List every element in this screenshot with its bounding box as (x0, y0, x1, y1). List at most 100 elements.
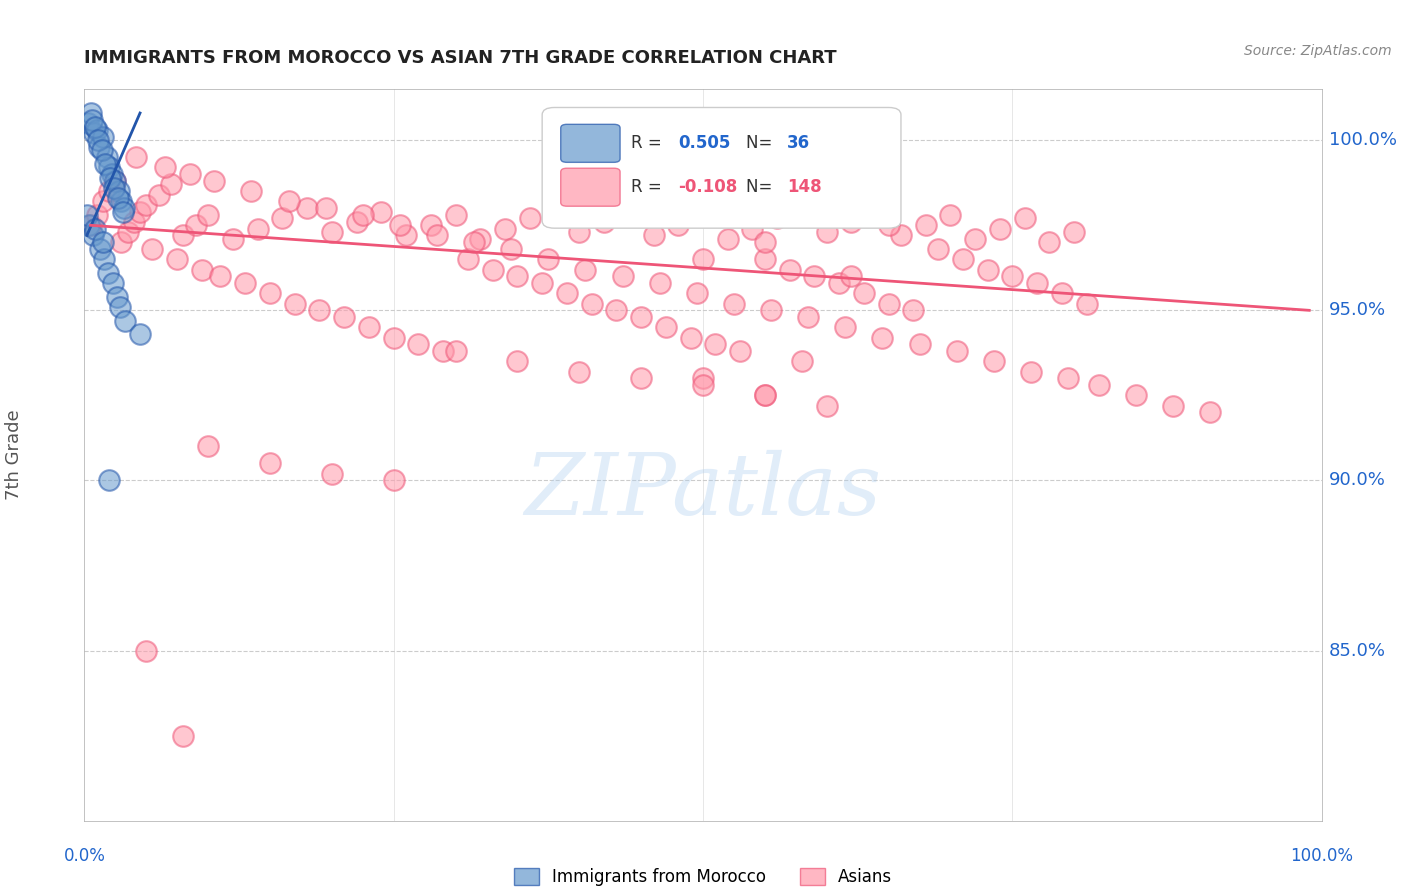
Point (259, 286, 281, 301)
Point (976, 262, 998, 277)
Point (277, 194, 299, 209)
Point (284, 296, 307, 310)
Point (98, 170, 121, 185)
Point (852, 286, 875, 301)
Point (630, 371, 652, 385)
Point (457, 252, 479, 267)
Point (815, 225, 838, 239)
Point (593, 215, 616, 229)
Point (1076, 296, 1098, 310)
Point (543, 201, 565, 215)
Point (914, 219, 936, 233)
Point (754, 388, 776, 402)
Point (90, 144, 112, 158)
Point (84, 221, 107, 235)
Point (79, 219, 101, 233)
Point (110, 300, 132, 314)
Text: 7th Grade: 7th Grade (6, 409, 22, 500)
Point (222, 232, 245, 246)
Point (704, 337, 727, 351)
Point (666, 219, 689, 233)
Point (233, 276, 256, 290)
Point (333, 310, 356, 325)
Point (82, 228, 104, 243)
Point (841, 269, 863, 284)
Point (877, 219, 900, 233)
Point (630, 310, 652, 325)
Point (692, 208, 714, 222)
Point (315, 201, 337, 215)
Point (382, 330, 405, 344)
Text: 0.505: 0.505 (678, 135, 731, 153)
Point (80, 112, 103, 127)
Point (988, 221, 1011, 235)
Point (574, 262, 596, 277)
Point (86, 123, 108, 137)
Point (723, 296, 745, 310)
Point (828, 276, 851, 290)
Point (1026, 276, 1049, 290)
Point (77, 116, 100, 130)
Point (79, 106, 101, 120)
Point (568, 365, 591, 379)
Point (419, 219, 441, 233)
Point (463, 235, 485, 250)
Point (983, 354, 1005, 368)
Point (179, 167, 201, 181)
Point (766, 211, 789, 226)
Point (555, 286, 578, 301)
Point (1050, 286, 1073, 301)
Point (107, 191, 129, 205)
Point (89, 242, 111, 256)
Point (246, 221, 269, 235)
Point (890, 228, 912, 243)
Point (104, 174, 127, 188)
Point (908, 337, 931, 351)
Text: 95.0%: 95.0% (1329, 301, 1386, 319)
Point (790, 201, 813, 215)
Point (872, 330, 894, 344)
FancyBboxPatch shape (561, 169, 620, 206)
Point (426, 228, 449, 243)
Point (346, 215, 368, 229)
Point (537, 252, 560, 267)
Point (295, 201, 318, 215)
Point (209, 269, 232, 284)
Text: Source: ZipAtlas.com: Source: ZipAtlas.com (1244, 44, 1392, 58)
Point (86, 208, 108, 222)
Point (692, 371, 714, 385)
Point (717, 232, 740, 246)
Text: 90.0%: 90.0% (1329, 472, 1385, 490)
Point (197, 439, 219, 453)
Point (927, 242, 949, 256)
Point (97, 266, 120, 280)
Text: -0.108: -0.108 (678, 178, 738, 196)
Text: R =: R = (631, 178, 668, 196)
Point (84, 120, 107, 134)
Point (103, 181, 125, 195)
Point (135, 198, 157, 212)
Point (172, 228, 194, 243)
Text: 0.0%: 0.0% (63, 847, 105, 865)
Point (790, 354, 813, 368)
Point (834, 320, 856, 334)
Point (321, 467, 343, 481)
Point (91, 235, 114, 250)
Point (692, 252, 714, 267)
FancyBboxPatch shape (543, 108, 901, 228)
Point (94, 157, 117, 171)
Point (101, 276, 124, 290)
Point (160, 178, 183, 192)
Point (1019, 365, 1042, 379)
Point (100, 167, 122, 181)
Point (754, 235, 776, 250)
Point (643, 228, 665, 243)
Point (1001, 269, 1024, 284)
Point (865, 204, 887, 219)
Point (395, 228, 418, 243)
Legend: Immigrants from Morocco, Asians: Immigrants from Morocco, Asians (508, 862, 898, 892)
Point (501, 242, 523, 256)
Point (184, 219, 207, 233)
Point (98, 184, 121, 198)
Point (370, 204, 392, 219)
